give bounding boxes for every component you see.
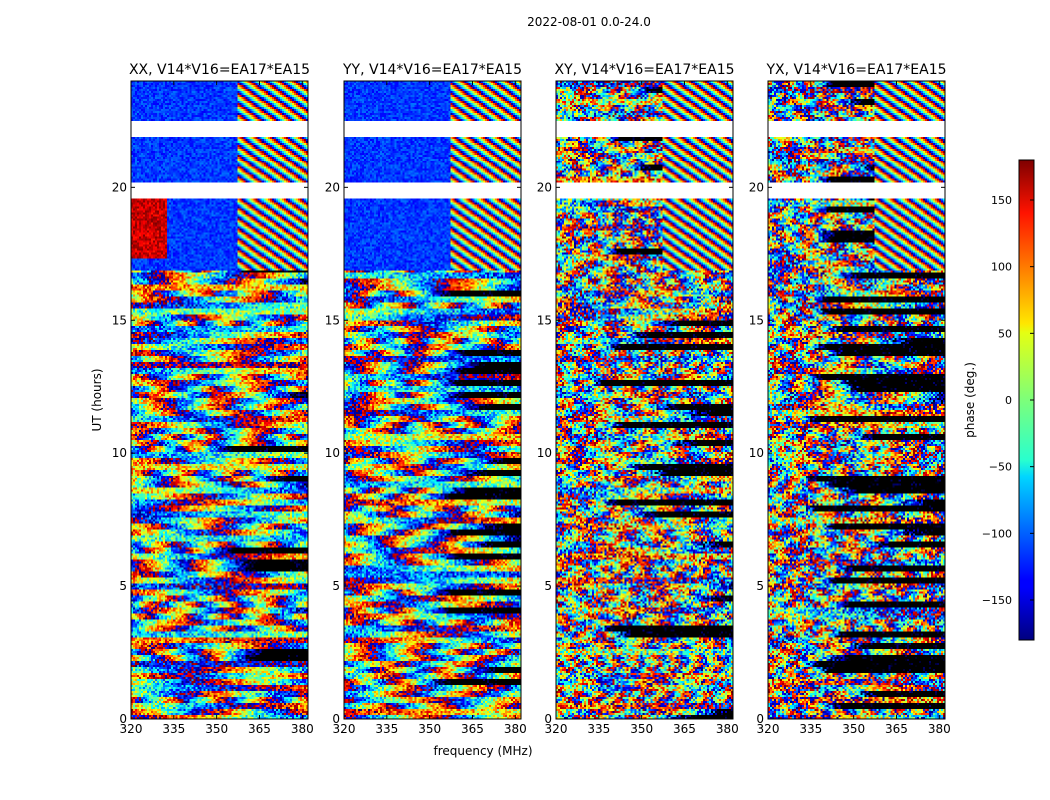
colorbar-tick-label: 0	[1005, 394, 1012, 407]
panel-xy: XY, V14*V16=EA17*EA15 320 335 350 365 380 0 5 10…	[537, 62, 739, 736]
x-tick-label: 380	[291, 722, 314, 736]
colorbar-tick-label: 150	[991, 194, 1012, 207]
y-tick-label: 10	[537, 446, 552, 460]
y-tick-label: 20	[537, 180, 552, 194]
phase-heatmap	[131, 81, 308, 719]
colorbar-tick-label: −150	[982, 594, 1012, 607]
x-tick-label: 380	[716, 722, 739, 736]
panel-title: YX, V14*V16=EA17*EA15	[765, 62, 946, 78]
colorbar-tick-label: −100	[982, 527, 1012, 540]
y-tick-label: 15	[749, 313, 764, 327]
colorbar-label: phase (deg.)	[963, 362, 977, 438]
x-tick-label: 380	[928, 722, 951, 736]
panel-yy: YY, V14*V16=EA17*EA15 320 335 350 365 380 0 5 10…	[325, 62, 527, 736]
colorbar-tick-label: 50	[998, 327, 1012, 340]
x-tick-label: 350	[418, 722, 441, 736]
y-tick-label: 10	[112, 446, 127, 460]
figure-suptitle: 2022-08-01 0.0-24.0	[527, 15, 651, 29]
x-tick-label: 335	[375, 722, 398, 736]
axes-frame	[767, 80, 946, 720]
panel-title: XX, V14*V16=EA17*EA15	[129, 62, 310, 78]
axes-frame	[555, 80, 734, 720]
y-tick-label: 15	[112, 313, 127, 327]
y-tick-label: 0	[756, 712, 764, 726]
y-tick-label: 10	[749, 446, 764, 460]
panel-xx: XX, V14*V16=EA17*EA15 320 335 350 365 380 0 5 10…	[112, 62, 314, 736]
y-tick-label: 20	[325, 180, 340, 194]
x-axis-label: frequency (MHz)	[433, 744, 532, 758]
colorbar-ticks: −150 −100 −50 0 50 100 150	[982, 194, 1034, 607]
axes-frame	[130, 80, 309, 720]
panel-title: YY, V14*V16=EA17*EA15	[342, 62, 522, 78]
y-tick-label: 15	[537, 313, 552, 327]
y-tick-label: 10	[325, 446, 340, 460]
x-tick-label: 335	[799, 722, 822, 736]
y-tick-label: 20	[749, 180, 764, 194]
x-tick-label: 335	[162, 722, 185, 736]
x-tick-label: 365	[248, 722, 271, 736]
y-tick-label: 0	[332, 712, 340, 726]
colorbar-tick-label: −50	[989, 461, 1012, 474]
x-tick-label: 320	[545, 722, 568, 736]
x-tick-label: 365	[461, 722, 484, 736]
phase-heatmap	[768, 81, 945, 719]
y-tick-label: 0	[119, 712, 127, 726]
y-tick-label: 5	[756, 579, 764, 593]
phase-heatmap	[344, 81, 521, 719]
y-tick-label: 20	[112, 180, 127, 194]
y-axis-label: UT (hours)	[90, 368, 104, 431]
panel-yx: YX, V14*V16=EA17*EA15 320 335 350 365 380 0 5 10…	[749, 62, 951, 736]
x-tick-label: 320	[333, 722, 356, 736]
x-tick-label: 350	[205, 722, 228, 736]
x-tick-label: 350	[842, 722, 865, 736]
colorbar-tick-label: 100	[991, 261, 1012, 274]
y-tick-label: 5	[332, 579, 340, 593]
colorbar: −150 −100 −50 0 50 100 150 phase (deg.)	[963, 159, 1035, 641]
panels: XX, V14*V16=EA17*EA15 320 335 350 365 380 0 5 10…	[112, 62, 951, 736]
y-tick-label: 15	[325, 313, 340, 327]
x-tick-label: 320	[120, 722, 143, 736]
x-tick-label: 380	[504, 722, 527, 736]
y-tick-label: 5	[544, 579, 552, 593]
x-tick-label: 365	[885, 722, 908, 736]
phase-heatmap	[556, 81, 733, 719]
x-tick-label: 365	[673, 722, 696, 736]
y-tick-label: 5	[119, 579, 127, 593]
x-tick-label: 335	[587, 722, 610, 736]
axes-frame	[343, 80, 522, 720]
x-tick-label: 350	[630, 722, 653, 736]
y-tick-label: 0	[544, 712, 552, 726]
panel-title: XY, V14*V16=EA17*EA15	[554, 62, 734, 78]
x-tick-label: 320	[757, 722, 780, 736]
